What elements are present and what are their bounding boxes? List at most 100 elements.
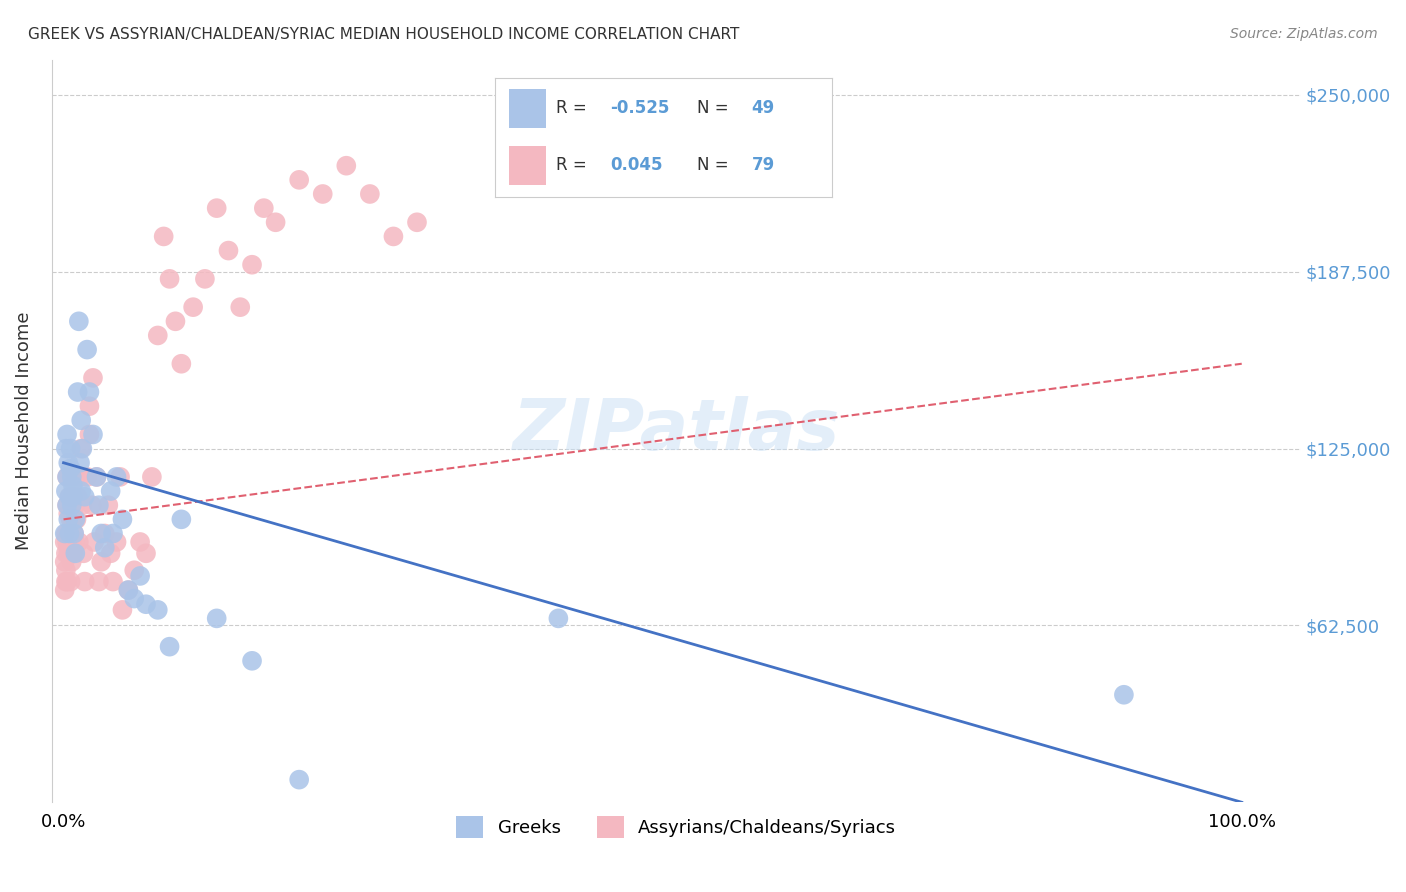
Point bbox=[79, 427, 101, 442]
Point bbox=[55, 484, 77, 499]
Point bbox=[90, 526, 112, 541]
Point bbox=[141, 470, 163, 484]
Point bbox=[56, 470, 79, 484]
Text: ZIPatlas: ZIPatlas bbox=[513, 396, 839, 466]
Point bbox=[53, 526, 76, 541]
Point bbox=[159, 272, 181, 286]
Point bbox=[135, 597, 157, 611]
Point bbox=[63, 526, 86, 541]
Point bbox=[67, 314, 90, 328]
Point bbox=[62, 478, 84, 492]
Point bbox=[62, 470, 84, 484]
Point bbox=[406, 215, 429, 229]
Point bbox=[86, 470, 108, 484]
Point bbox=[122, 591, 145, 606]
Point bbox=[58, 490, 80, 504]
Point bbox=[97, 498, 120, 512]
Point bbox=[73, 574, 96, 589]
Point bbox=[63, 490, 86, 504]
Point bbox=[56, 535, 79, 549]
Point bbox=[62, 546, 84, 560]
Point bbox=[58, 541, 80, 555]
Point bbox=[69, 470, 91, 484]
Point bbox=[55, 442, 77, 456]
Point bbox=[59, 461, 82, 475]
Point bbox=[288, 173, 311, 187]
Point bbox=[165, 314, 187, 328]
Point bbox=[335, 159, 357, 173]
Point bbox=[170, 357, 193, 371]
Point bbox=[83, 535, 105, 549]
Point bbox=[65, 535, 87, 549]
Point bbox=[60, 535, 83, 549]
Point bbox=[240, 258, 263, 272]
Point bbox=[60, 555, 83, 569]
Point bbox=[86, 470, 108, 484]
Point bbox=[59, 512, 82, 526]
Point bbox=[105, 535, 128, 549]
Point bbox=[108, 470, 131, 484]
Point bbox=[56, 470, 79, 484]
Point bbox=[152, 229, 174, 244]
Point bbox=[194, 272, 217, 286]
Point bbox=[58, 490, 80, 504]
Point bbox=[80, 498, 103, 512]
Point bbox=[135, 546, 157, 560]
Point bbox=[117, 583, 139, 598]
Point bbox=[58, 535, 80, 549]
Point bbox=[58, 512, 80, 526]
Point bbox=[70, 484, 93, 499]
Point bbox=[62, 490, 84, 504]
Point bbox=[101, 574, 124, 589]
Point bbox=[264, 215, 287, 229]
Point bbox=[76, 343, 98, 357]
Point bbox=[58, 546, 80, 560]
Point bbox=[82, 427, 104, 442]
Point bbox=[87, 574, 110, 589]
Point bbox=[547, 611, 569, 625]
Point bbox=[58, 456, 80, 470]
Point bbox=[65, 546, 87, 560]
Point bbox=[55, 563, 77, 577]
Point bbox=[58, 526, 80, 541]
Point bbox=[146, 328, 169, 343]
Point bbox=[1112, 688, 1135, 702]
Point bbox=[159, 640, 181, 654]
Point bbox=[79, 399, 101, 413]
Point bbox=[65, 470, 87, 484]
Point bbox=[56, 574, 79, 589]
Point bbox=[101, 526, 124, 541]
Point bbox=[56, 427, 79, 442]
Point bbox=[117, 583, 139, 598]
Point bbox=[205, 611, 228, 625]
Point bbox=[205, 201, 228, 215]
Point bbox=[240, 654, 263, 668]
Point bbox=[65, 498, 87, 512]
Point bbox=[253, 201, 276, 215]
Point bbox=[129, 569, 152, 583]
Point bbox=[55, 526, 77, 541]
Point bbox=[111, 603, 134, 617]
Point bbox=[53, 555, 76, 569]
Point bbox=[100, 484, 122, 499]
Point bbox=[359, 186, 381, 201]
Point bbox=[65, 512, 87, 526]
Point bbox=[94, 526, 117, 541]
Point bbox=[55, 574, 77, 589]
Point bbox=[66, 384, 89, 399]
Point bbox=[58, 507, 80, 521]
Point bbox=[146, 603, 169, 617]
Point bbox=[87, 498, 110, 512]
Point bbox=[70, 413, 93, 427]
Point bbox=[53, 583, 76, 598]
Point bbox=[229, 300, 252, 314]
Text: GREEK VS ASSYRIAN/CHALDEAN/SYRIAC MEDIAN HOUSEHOLD INCOME CORRELATION CHART: GREEK VS ASSYRIAN/CHALDEAN/SYRIAC MEDIAN… bbox=[28, 27, 740, 42]
Point bbox=[73, 490, 96, 504]
Point bbox=[288, 772, 311, 787]
Point bbox=[60, 470, 83, 484]
Point bbox=[58, 526, 80, 541]
Point bbox=[100, 546, 122, 560]
Point bbox=[170, 512, 193, 526]
Point bbox=[69, 456, 91, 470]
Point bbox=[62, 512, 84, 526]
